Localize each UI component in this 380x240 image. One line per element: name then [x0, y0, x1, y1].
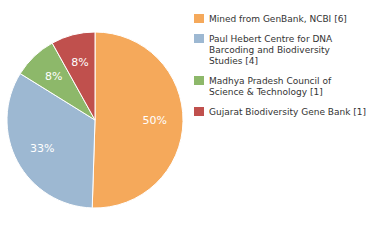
data-label: 8% [45, 70, 62, 83]
pie [7, 32, 183, 208]
chart-container: 50% 33% 8% 8% Mined from GenBank, NCBI [6] Pa… [0, 0, 380, 240]
data-label: 50% [143, 114, 167, 127]
data-labels: 50% 33% 8% 8% [30, 56, 167, 155]
legend-label: Mined from GenBank, NCBI [6] [209, 14, 347, 24]
data-label: 8% [71, 56, 88, 69]
legend: Mined from GenBank, NCBI [6] Paul Hebert … [194, 14, 366, 117]
legend-swatch [194, 107, 204, 116]
legend-swatch [194, 14, 204, 23]
legend-label: Madhya Pradesh Council ofScience & Techn… [209, 76, 332, 97]
legend-label: Paul Hebert Centre for DNABarcoding and … [209, 34, 333, 66]
chart: 50% 33% 8% 8% Mined from GenBank, NCBI [6] Pa… [0, 0, 380, 240]
legend-label: Gujarat Biodiversity Gene Bank [1] [209, 107, 366, 117]
legend-swatch [194, 76, 204, 85]
data-label: 33% [30, 142, 54, 155]
pie-slice [92, 32, 183, 208]
legend-swatch [194, 34, 204, 43]
